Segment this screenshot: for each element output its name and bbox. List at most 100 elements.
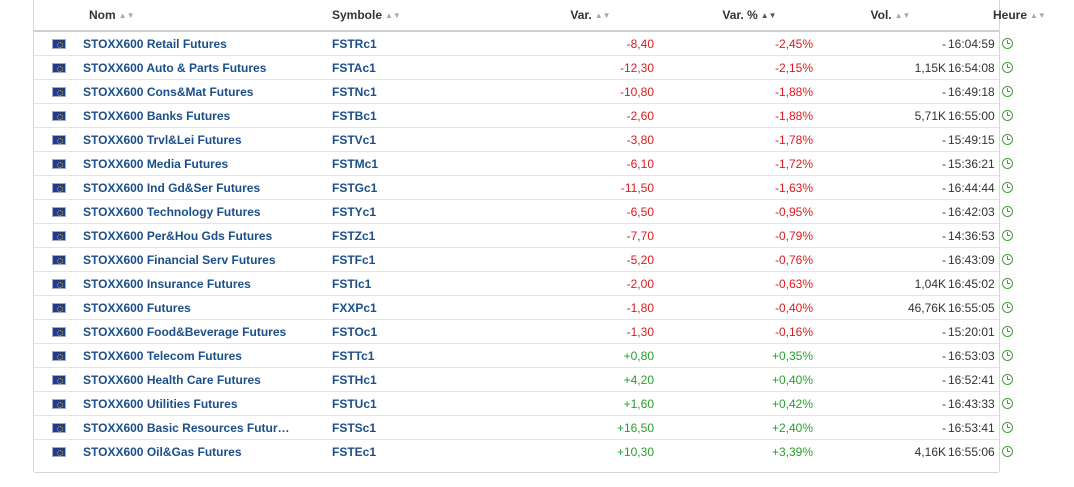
time-value: 14:36:53 — [948, 228, 995, 243]
eu-flag-icon — [51, 279, 66, 290]
vol-cell: - — [815, 367, 948, 392]
table-row: STOXX600 Banks Futures FSTBc1 -2,60 -1,88% 5… — [34, 103, 1013, 128]
time-value: 16:55:06 — [948, 444, 995, 459]
table-row: STOXX600 Retail Futures FSTRc1 -8,40 -2,45%… — [34, 31, 1013, 56]
table-row: STOXX600 Cons&Mat Futures FSTNc1 -10,80 -1,… — [34, 79, 1013, 104]
symbol-cell: FSTFc1 — [326, 247, 477, 272]
eu-flag-icon — [51, 135, 66, 146]
time-cell: 16:43:09 — [948, 247, 1013, 272]
instrument-name-link[interactable]: STOXX600 Ind Gd&Ser Futures — [83, 180, 261, 195]
instrument-name-link[interactable]: STOXX600 Trvl&Lei Futures — [83, 132, 242, 147]
instrument-name-link[interactable]: STOXX600 Basic Resources Futur… — [83, 420, 290, 435]
instrument-name-link[interactable]: STOXX600 Banks Futures — [83, 108, 231, 123]
symbol-link[interactable]: FSTUc1 — [332, 396, 377, 411]
time-cell: 16:54:08 — [948, 55, 1013, 80]
eu-flag-icon — [51, 159, 66, 170]
time-cell: 15:36:21 — [948, 151, 1013, 176]
symbol-link[interactable]: FSTRc1 — [332, 36, 377, 51]
var-cell: -2,00 — [477, 271, 656, 296]
time-value: 16:54:08 — [948, 60, 995, 75]
flag-cell — [34, 223, 83, 248]
symbol-link[interactable]: FSTNc1 — [332, 84, 377, 99]
eu-flag-icon — [51, 183, 66, 194]
instrument-name-link[interactable]: STOXX600 Cons&Mat Futures — [83, 84, 254, 99]
var-pct-cell: -1,63% — [656, 175, 815, 200]
column-header-var-pct-label: Var. % — [722, 8, 758, 22]
symbol-link[interactable]: FSTZc1 — [332, 228, 376, 243]
instrument-name-link[interactable]: STOXX600 Per&Hou Gds Futures — [83, 228, 273, 243]
instrument-name-link[interactable]: STOXX600 Food&Beverage Futures — [83, 324, 287, 339]
column-header-name[interactable]: Nom ▲▼ — [83, 0, 326, 32]
instrument-name-link[interactable]: STOXX600 Retail Futures — [83, 36, 227, 51]
var-cell: -5,20 — [477, 247, 656, 272]
instrument-name-link[interactable]: STOXX600 Technology Futures — [83, 204, 261, 219]
symbol-link[interactable]: FSTHc1 — [332, 372, 377, 387]
instrument-name-link[interactable]: STOXX600 Health Care Futures — [83, 372, 261, 387]
symbol-link[interactable]: FSTEc1 — [332, 444, 377, 459]
instrument-name-link[interactable]: STOXX600 Telecom Futures — [83, 348, 242, 363]
symbol-link[interactable]: FSTMc1 — [332, 156, 379, 171]
flag-cell — [34, 391, 83, 416]
name-cell: STOXX600 Food&Beverage Futures — [83, 319, 326, 344]
symbol-link[interactable]: FSTAc1 — [332, 60, 376, 75]
column-header-time[interactable]: Heure ▲▼ — [948, 0, 1046, 32]
vol-cell: - — [815, 247, 948, 272]
symbol-cell: FSTIc1 — [326, 271, 477, 296]
column-header-symbol[interactable]: Symbole ▲▼ — [326, 0, 477, 32]
table-row: STOXX600 Futures FXXPc1 -1,80 -0,40% 46,76K 1… — [34, 295, 1013, 320]
time-cell: 16:53:03 — [948, 343, 1013, 368]
clock-icon — [1001, 301, 1013, 313]
clock-icon — [1001, 205, 1013, 217]
instrument-name-link[interactable]: STOXX600 Insurance Futures — [83, 276, 251, 291]
symbol-link[interactable]: FSTBc1 — [332, 108, 377, 123]
symbol-link[interactable]: FSTTc1 — [332, 348, 375, 363]
var-cell: +10,30 — [616, 444, 654, 459]
clock-icon — [1001, 325, 1013, 337]
symbol-link[interactable]: FSTVc1 — [332, 132, 377, 147]
flag-cell — [34, 175, 83, 200]
symbol-link[interactable]: FSTOc1 — [332, 324, 378, 339]
flag-cell — [34, 127, 83, 152]
symbol-link[interactable]: FXXPc1 — [332, 300, 377, 315]
futures-table-panel: Nom ▲▼ Symbole ▲▼ Var. ▲▼ Var. % ▲▼ Vol. ▲▼ H… — [33, 0, 1046, 473]
clock-icon — [1001, 37, 1013, 49]
symbol-cell: FSTHc1 — [326, 367, 477, 392]
instrument-name-link[interactable]: STOXX600 Media Futures — [83, 156, 229, 171]
eu-flag-icon — [51, 63, 66, 74]
column-header-vol[interactable]: Vol. ▲▼ — [815, 0, 948, 32]
symbol-cell: FSTVc1 — [326, 127, 477, 152]
table-body: STOXX600 Retail Futures FSTRc1 -8,40 -2,45%… — [34, 31, 1013, 463]
var-pct-cell: -1,88% — [656, 103, 815, 128]
var-cell: +1,60 — [477, 391, 656, 416]
table-row: STOXX600 Media Futures FSTMc1 -6,10 -1,72% -… — [34, 151, 1013, 176]
instrument-name-link[interactable]: STOXX600 Financial Serv Futures — [83, 252, 276, 267]
instrument-name-link[interactable]: STOXX600 Utilities Futures — [83, 396, 238, 411]
clock-icon — [1001, 133, 1013, 145]
var-pct-cell: -1,78% — [656, 127, 815, 152]
symbol-link[interactable]: FSTIc1 — [332, 276, 372, 291]
name-cell: STOXX600 Media Futures — [83, 151, 326, 176]
table-row: STOXX600 Telecom Futures FSTTc1 +0,80 +0,35… — [34, 343, 1013, 368]
column-header-var[interactable]: Var. ▲▼ — [477, 0, 656, 32]
var-cell: +16,50 — [477, 415, 656, 440]
name-cell: STOXX600 Basic Resources Futur… — [83, 415, 326, 440]
table-row: STOXX600 Health Care Futures FSTHc1 +4,20 +… — [34, 367, 1013, 392]
name-cell: STOXX600 Banks Futures — [83, 103, 326, 128]
symbol-link[interactable]: FSTSc1 — [332, 420, 377, 435]
time-value: 16:49:18 — [948, 84, 995, 99]
clock-icon — [1001, 349, 1013, 361]
symbol-link[interactable]: FSTFc1 — [332, 252, 376, 267]
symbol-link[interactable]: FSTGc1 — [332, 180, 378, 195]
sort-arrows-icon: ▲▼ — [1030, 11, 1046, 20]
instrument-name-link[interactable]: STOXX600 Auto & Parts Futures — [83, 60, 267, 75]
flag-cell — [34, 343, 83, 368]
vol-cell: - — [815, 175, 948, 200]
column-header-var-pct[interactable]: Var. % ▲▼ — [656, 0, 815, 32]
flag-cell — [34, 151, 83, 176]
clock-icon — [1001, 445, 1013, 457]
vol-cell: - — [815, 343, 948, 368]
instrument-name-link[interactable]: STOXX600 Oil&Gas Futures — [83, 444, 242, 459]
instrument-name-link[interactable]: STOXX600 Futures — [83, 300, 191, 315]
name-cell: STOXX600 Telecom Futures — [83, 343, 326, 368]
symbol-link[interactable]: FSTYc1 — [332, 204, 377, 219]
